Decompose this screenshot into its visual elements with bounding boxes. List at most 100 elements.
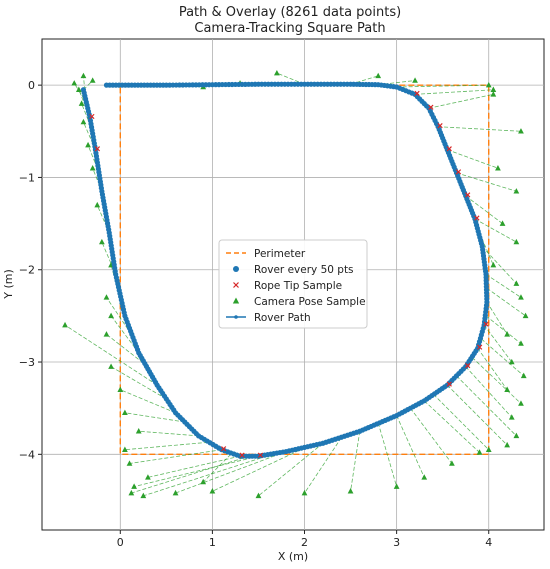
camera-pose-marker xyxy=(75,86,82,93)
legend-item: Rope Tip Sample xyxy=(233,280,342,292)
camera-pose-marker xyxy=(518,294,524,300)
x-tick-label: 2 xyxy=(301,536,308,549)
camera-pose-marker xyxy=(518,128,524,134)
rope-tip-stroke xyxy=(483,321,489,327)
camera-pose-marker xyxy=(135,428,142,434)
camera-pose-ray xyxy=(124,441,208,451)
camera-pose-marker xyxy=(522,312,529,319)
legend-label: Camera Pose Sample xyxy=(254,296,366,308)
rope-tip-marker xyxy=(257,452,264,458)
rope-tip-stroke xyxy=(446,381,452,387)
camera-pose-marker xyxy=(504,441,511,448)
camera-pose-ray xyxy=(465,195,503,224)
camera-pose-marker xyxy=(200,478,207,485)
camera-pose-marker xyxy=(490,261,497,268)
rope-tip-stroke xyxy=(437,123,443,129)
rope-tip-marker xyxy=(474,215,480,221)
rope-tip-marker xyxy=(428,104,434,110)
camera-pose-marker xyxy=(108,363,114,369)
camera-pose-ray xyxy=(438,126,521,132)
legend-item: Camera Pose Sample xyxy=(232,296,366,308)
camera-pose-ray xyxy=(447,384,508,446)
legend-box xyxy=(218,239,368,329)
camera-pose-ray xyxy=(124,412,185,423)
camera-pose-ray xyxy=(428,93,494,109)
camera-pose-marker xyxy=(85,141,91,148)
legend-swatch-x xyxy=(233,282,239,288)
camera-pose-ray xyxy=(485,315,522,344)
camera-pose-marker xyxy=(78,100,85,106)
camera-pose-ray xyxy=(410,407,453,464)
camera-pose-marker xyxy=(513,188,520,194)
legend-label: Rover every 50 pts xyxy=(254,264,354,276)
legend-item: Rover every 50 pts xyxy=(233,264,354,276)
rope-tip-marker xyxy=(483,321,489,327)
rope-tip-stroke xyxy=(89,113,95,120)
rope-tip-marker xyxy=(477,344,483,350)
camera-pose-marker xyxy=(122,446,128,452)
rope-tip-marker xyxy=(446,146,452,152)
x-tick-label: 0 xyxy=(117,536,124,549)
rover-sample-point xyxy=(80,87,87,93)
camera-pose-marker xyxy=(122,409,128,416)
rope-tip-marker xyxy=(465,363,471,369)
camera-pose-marker xyxy=(209,488,216,494)
legend-label: Rope Tip Sample xyxy=(254,280,342,292)
camera-pose-marker xyxy=(62,321,68,328)
legend-item: Perimeter xyxy=(226,248,306,260)
camera-pose-ray xyxy=(81,103,94,132)
camera-pose-ray xyxy=(423,400,480,453)
y-axis-label: Y (m) xyxy=(2,269,15,300)
plot-area xyxy=(41,38,545,531)
y-tick-label: −1 xyxy=(19,171,35,184)
rope-tip-marker xyxy=(437,123,443,129)
camera-pose-marker xyxy=(80,72,87,79)
camera-pose-marker xyxy=(490,91,497,97)
camera-pose-marker xyxy=(71,80,78,86)
legend-swatch-triangle xyxy=(232,297,240,304)
camera-pose-ray xyxy=(96,204,110,233)
camera-pose-ray xyxy=(350,75,379,85)
camera-pose-marker xyxy=(117,386,124,392)
rope-tip-marker xyxy=(446,381,452,387)
camera-pose-ray xyxy=(485,274,522,298)
camera-pose-ray xyxy=(138,430,199,437)
camera-pose-marker xyxy=(393,483,400,489)
x-tick-label: 3 xyxy=(393,536,400,549)
y-tick-label: −2 xyxy=(19,264,35,277)
camera-pose-marker xyxy=(490,86,497,93)
y-tick-label: −3 xyxy=(19,356,35,369)
rope-tip-marker xyxy=(455,169,462,175)
x-tick-label: 1 xyxy=(209,536,216,549)
rope-tip-stroke xyxy=(446,146,452,152)
x-axis: 0 1 2 3 4 xyxy=(117,530,492,549)
camera-pose-marker xyxy=(274,69,280,76)
camera-pose-marker xyxy=(518,340,524,346)
camera-pose-marker xyxy=(518,400,524,406)
camera-pose-marker xyxy=(499,220,506,226)
camera-pose-marker xyxy=(495,165,501,171)
camera-pose-ray xyxy=(415,89,494,95)
y-tick-label: −4 xyxy=(19,448,35,461)
camera-pose-marker xyxy=(485,81,492,88)
camera-pose-marker xyxy=(449,460,455,466)
rope-tip-stroke xyxy=(428,104,434,110)
legend-item: Rover Path xyxy=(226,312,311,324)
legend-swatch-circle xyxy=(233,266,239,272)
rope-tip-stroke xyxy=(414,90,420,97)
camera-pose-ray xyxy=(147,455,241,478)
camera-pose-marker xyxy=(103,294,110,300)
camera-pose-marker xyxy=(513,280,520,286)
legend-label: Rover Path xyxy=(254,312,311,324)
rope-tip-marker xyxy=(89,113,95,120)
camera-pose-ray xyxy=(474,218,517,243)
camera-pose-ray xyxy=(456,375,517,437)
camera-pose-marker xyxy=(476,449,483,455)
rope-tip-stroke xyxy=(465,192,471,198)
camera-pose-ray xyxy=(486,287,526,317)
x-axis-label: X (m) xyxy=(278,550,308,563)
camera-pose-ray xyxy=(175,451,287,494)
camera-pose-ray xyxy=(134,455,259,488)
camera-pose-ray xyxy=(433,394,490,450)
camera-pose-marker xyxy=(255,492,262,499)
